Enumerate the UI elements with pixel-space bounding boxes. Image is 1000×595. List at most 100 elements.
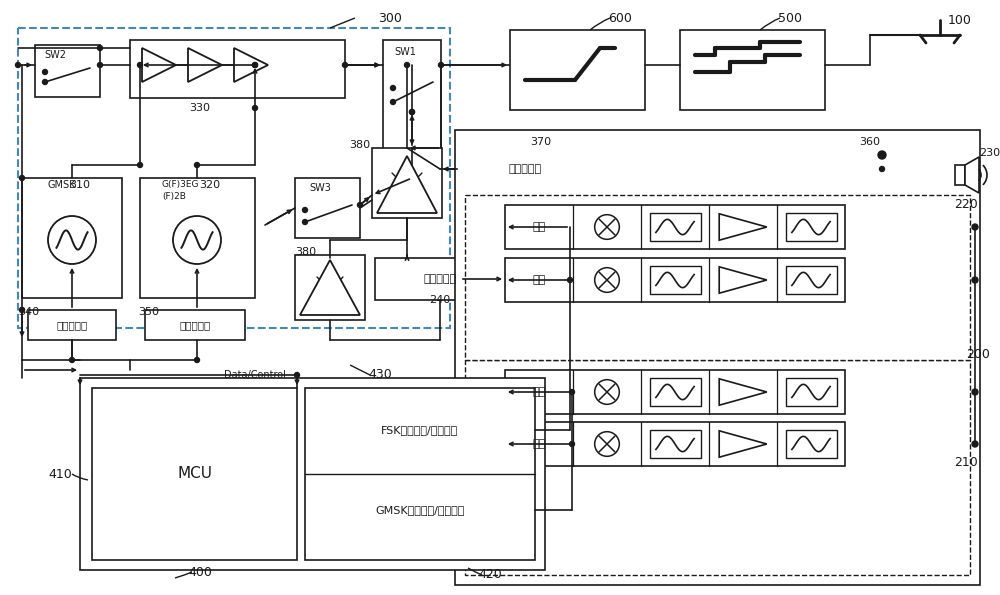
Text: 310: 310 xyxy=(69,180,90,190)
Circle shape xyxy=(358,202,362,208)
Text: 430: 430 xyxy=(368,368,392,381)
Bar xyxy=(372,148,442,218)
Bar xyxy=(505,205,845,249)
Circle shape xyxy=(570,441,574,446)
Bar xyxy=(460,148,590,190)
Bar xyxy=(650,378,700,406)
Text: 200: 200 xyxy=(966,349,990,362)
Circle shape xyxy=(20,308,24,312)
Text: 600: 600 xyxy=(608,11,632,24)
Polygon shape xyxy=(377,156,437,213)
Text: 340: 340 xyxy=(18,307,39,317)
Text: 420: 420 xyxy=(478,568,502,581)
Bar xyxy=(510,30,645,110)
Circle shape xyxy=(194,358,200,362)
Circle shape xyxy=(302,208,308,212)
Text: SW2: SW2 xyxy=(44,50,66,60)
Circle shape xyxy=(252,62,258,67)
Circle shape xyxy=(20,176,24,180)
Bar xyxy=(786,378,836,406)
Circle shape xyxy=(880,167,885,171)
Text: 330: 330 xyxy=(190,103,210,113)
Bar xyxy=(786,214,836,240)
Circle shape xyxy=(252,62,258,67)
Text: Data/Control: Data/Control xyxy=(224,370,286,380)
Polygon shape xyxy=(965,157,979,193)
Circle shape xyxy=(302,220,308,224)
Polygon shape xyxy=(719,431,767,457)
Circle shape xyxy=(98,45,103,51)
Circle shape xyxy=(98,62,103,67)
Polygon shape xyxy=(188,48,222,82)
Circle shape xyxy=(972,389,978,395)
Text: G(F)3EG: G(F)3EG xyxy=(162,180,200,189)
Text: 240: 240 xyxy=(429,295,451,305)
Polygon shape xyxy=(719,214,767,240)
Bar xyxy=(465,195,970,360)
Bar xyxy=(650,430,700,458)
Text: 380: 380 xyxy=(295,247,316,257)
Text: GMSK: GMSK xyxy=(47,180,76,190)
Text: 100: 100 xyxy=(948,14,972,27)
Polygon shape xyxy=(234,48,268,82)
Circle shape xyxy=(252,105,258,111)
Circle shape xyxy=(42,70,48,74)
Bar xyxy=(28,310,116,340)
Text: 预加重单元: 预加重单元 xyxy=(508,164,542,174)
Circle shape xyxy=(410,109,415,114)
Circle shape xyxy=(972,277,978,283)
Circle shape xyxy=(194,162,200,168)
Bar xyxy=(505,258,845,302)
Circle shape xyxy=(16,62,20,67)
Circle shape xyxy=(972,224,978,230)
Text: 220: 220 xyxy=(954,199,978,211)
Circle shape xyxy=(138,162,143,168)
Bar xyxy=(465,360,970,575)
Circle shape xyxy=(410,109,415,114)
Bar xyxy=(35,45,100,97)
Polygon shape xyxy=(719,379,767,405)
Text: 380: 380 xyxy=(349,140,370,150)
Bar xyxy=(650,214,700,240)
Text: 370: 370 xyxy=(530,137,551,147)
Text: 解调: 解调 xyxy=(532,275,546,285)
Text: 去加重单元: 去加重单元 xyxy=(423,274,457,284)
Bar xyxy=(295,178,360,238)
Text: 320: 320 xyxy=(199,180,220,190)
Circle shape xyxy=(595,215,619,239)
Circle shape xyxy=(595,268,619,292)
Text: SW1: SW1 xyxy=(394,47,416,57)
Text: MCU: MCU xyxy=(178,466,212,481)
Text: 210: 210 xyxy=(954,456,978,468)
Text: 400: 400 xyxy=(188,565,212,578)
Circle shape xyxy=(48,216,96,264)
Text: 第一锁相环: 第一锁相环 xyxy=(56,320,88,330)
Polygon shape xyxy=(142,48,176,82)
Text: (F)2B: (F)2B xyxy=(162,192,186,201)
Text: 解调: 解调 xyxy=(532,222,546,232)
Circle shape xyxy=(595,380,619,405)
Bar xyxy=(18,28,450,328)
Bar xyxy=(80,378,545,570)
Text: 300: 300 xyxy=(378,11,402,24)
Circle shape xyxy=(294,372,300,377)
Text: 410: 410 xyxy=(48,468,72,481)
Circle shape xyxy=(972,441,978,447)
Bar xyxy=(455,130,980,585)
Text: FSK信号编码/解码单元: FSK信号编码/解码单元 xyxy=(381,425,459,435)
Circle shape xyxy=(138,62,143,67)
Circle shape xyxy=(390,86,396,90)
Bar xyxy=(955,165,965,185)
Bar xyxy=(140,178,255,298)
Circle shape xyxy=(595,432,619,456)
Bar xyxy=(92,388,297,560)
Bar xyxy=(130,40,345,98)
Text: SW3: SW3 xyxy=(309,183,331,193)
Circle shape xyxy=(570,390,574,394)
Bar xyxy=(145,310,245,340)
Bar xyxy=(375,258,505,300)
Circle shape xyxy=(404,62,410,67)
Bar xyxy=(295,255,365,320)
Circle shape xyxy=(70,358,74,362)
Circle shape xyxy=(173,216,221,264)
